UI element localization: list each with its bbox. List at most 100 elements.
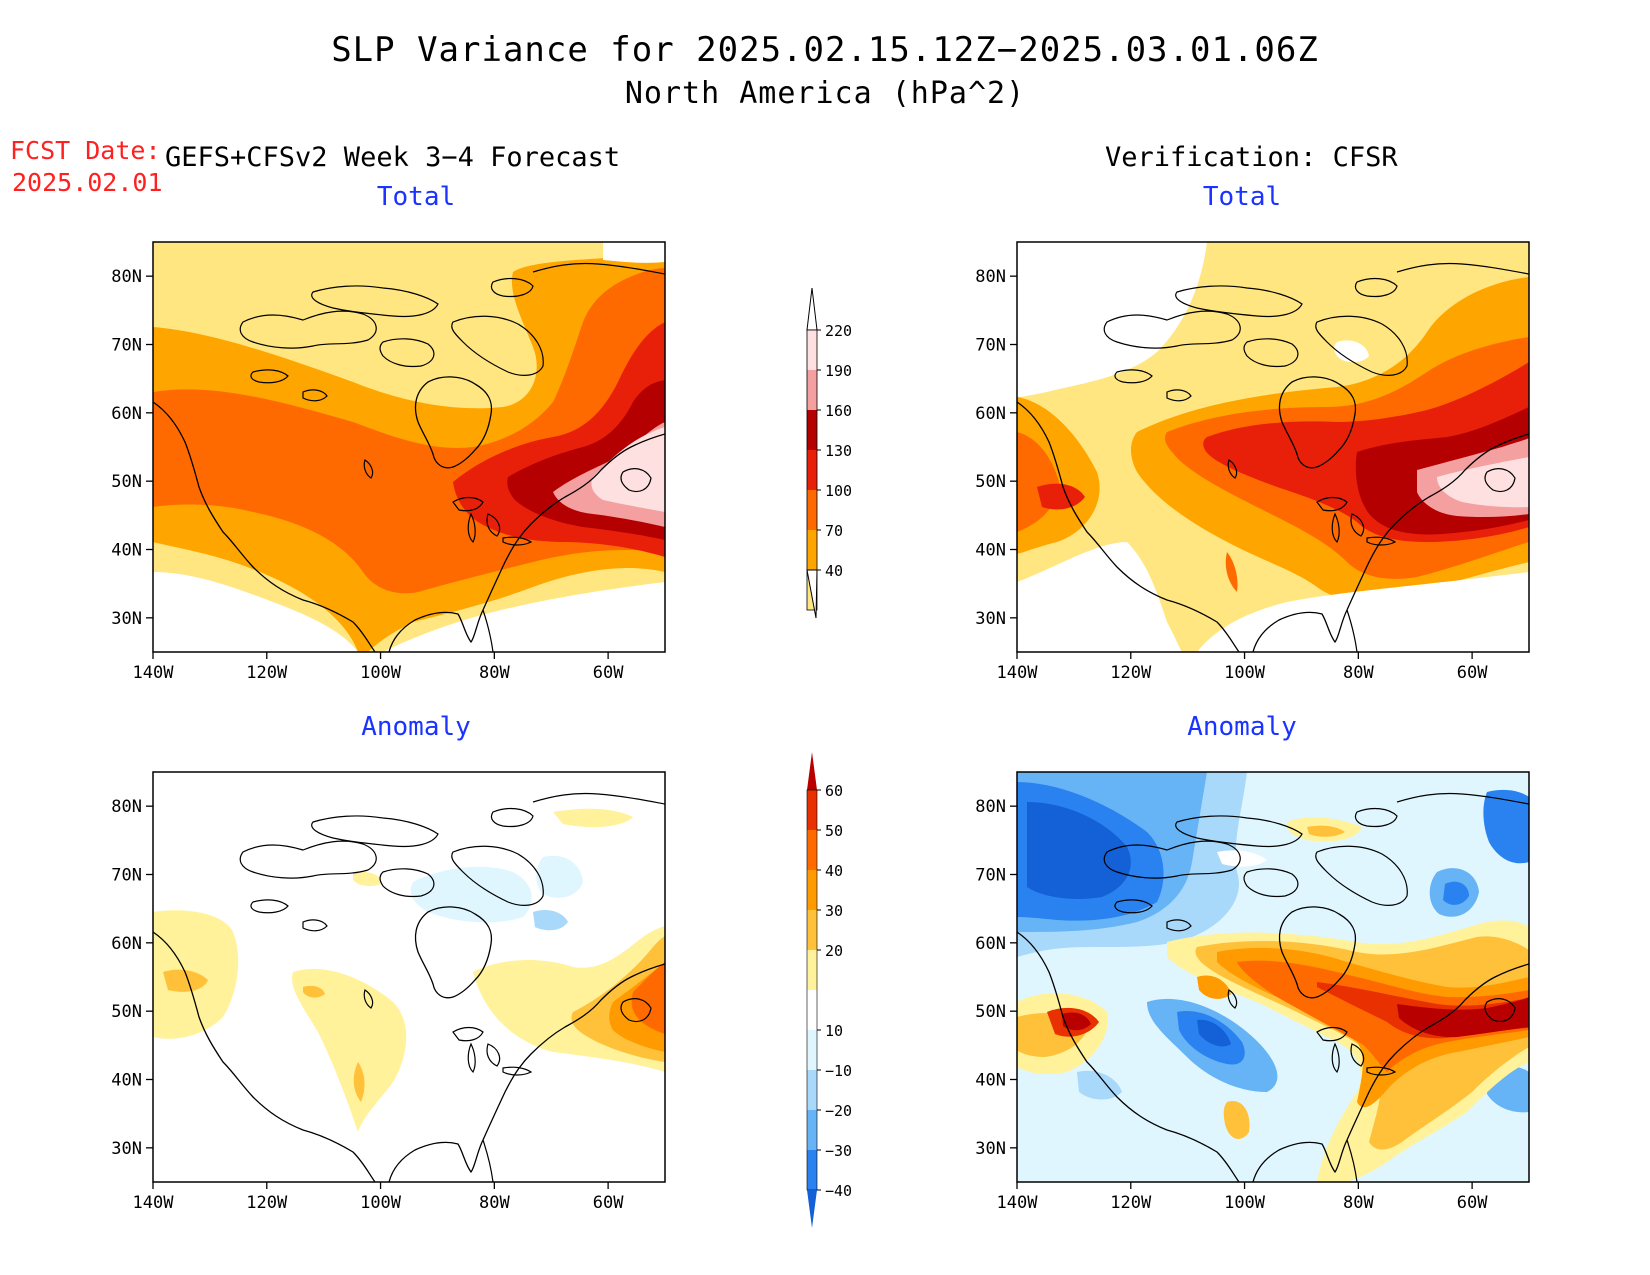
panel-title-verification-total: Total [1202,182,1282,212]
forecast-model: GEFS+CFSv2 Week 3−4 Forecast [165,142,621,173]
lat-tick-label: 70N [111,336,142,356]
lat-tick-label: 70N [111,866,142,886]
lat-tick-label: 60N [111,404,142,424]
lat-tick-label: 70N [975,866,1006,886]
lat-tick-label: 60N [975,934,1006,954]
colorbar-anomaly-label: 30 [825,902,843,920]
lat-tick-label: 80N [111,797,142,817]
colorbar-total-label: 100 [825,482,852,500]
colorbar-total-label: 70 [825,522,843,540]
panel-frame-c [152,771,666,1183]
colorbar-anomaly-bottom-arrow [807,1190,817,1228]
lon-tick-label: 120W [1110,1193,1152,1213]
lon-tick-label: 80W [479,663,510,683]
colorbar-total-bottom-arrow [806,569,818,619]
lon-tick-label: 140W [997,1193,1039,1213]
lat-tick-label: 80N [111,267,142,287]
colorbar-anomaly-label: −10 [825,1062,852,1080]
lon-tick-label: 80W [479,1193,510,1213]
lon-tick-label: 100W [1224,663,1266,683]
lon-tick-label: 140W [133,663,175,683]
lon-tick-label: 60W [1457,1193,1488,1213]
colorbar-anomaly-segment [807,870,817,910]
colorbar-anomaly-label: 10 [825,1022,843,1040]
colorbar-total-label: 220 [825,322,852,340]
panel-title-verification-anomaly: Anomaly [1187,712,1297,742]
lat-tick-label: 40N [975,541,1006,561]
lon-tick-label: 60W [1457,663,1488,683]
colorbar-anomaly-segment [807,1030,817,1070]
colorbar-anomaly-segment [807,1110,817,1150]
lon-tick-label: 60W [593,1193,624,1213]
colorbar-total-segment [807,490,817,530]
panel-verification-anomaly-field [1017,772,1529,1182]
sub-title: North America (hPa^2) [624,76,1026,111]
lat-tick-label: 40N [111,541,142,561]
colorbar-anomaly-segment [807,1150,817,1190]
panel-frame-b [1016,241,1530,653]
lon-tick-label: 120W [246,663,288,683]
lat-tick-label: 30N [975,609,1006,629]
lon-tick-label: 100W [1224,1193,1266,1213]
colorbar-total-segment [807,330,817,370]
colorbar-anomaly-label: −30 [825,1142,852,1160]
lat-tick-label: 50N [975,472,1006,492]
colorbar-anomaly: 60 50 40 30 20 10 −10 −20 −30 −40 [806,752,852,1228]
panel-title-forecast-anomaly: Anomaly [361,712,471,742]
lat-tick-label: 60N [111,934,142,954]
colorbar-total-label: 40 [825,562,843,580]
lat-tick-label: 40N [111,1071,142,1091]
colorbar-total-segment [807,410,817,450]
lat-tick-label: 80N [975,797,1006,817]
colorbar-total-label: 190 [825,362,852,380]
colorbar-anomaly-segment [807,1070,817,1110]
panel-forecast-anomaly-field [153,772,665,1182]
colorbar-anomaly-label: 20 [825,942,843,960]
forecast-date-label: FCST Date: [10,136,161,165]
lon-tick-label: 100W [360,663,402,683]
colorbar-total-segment [807,370,817,410]
colorbar-anomaly-segment [807,790,817,830]
colorbar-anomaly-segment [807,830,817,870]
lat-tick-label: 30N [975,1139,1006,1159]
colorbar-total-segment [807,530,817,570]
lat-tick-label: 70N [975,336,1006,356]
colorbar-total-label: 130 [825,442,852,460]
lat-tick-label: 30N [111,1139,142,1159]
colorbar-total-segment [807,450,817,490]
colorbar-total-label: 160 [825,402,852,420]
panel-frame-a [152,241,666,653]
lon-tick-label: 80W [1343,1193,1374,1213]
colorbar-anomaly-label: 50 [825,822,843,840]
forecast-date: 2025.02.01 [12,168,163,197]
colorbar-anomaly-label: −40 [825,1182,852,1200]
lon-tick-label: 120W [1110,663,1152,683]
lat-tick-label: 50N [975,1002,1006,1022]
lon-tick-label: 140W [133,1193,175,1213]
colorbar-anomaly-label: −20 [825,1102,852,1120]
panel-forecast-total-field [153,242,665,652]
lat-tick-label: 80N [975,267,1006,287]
lat-tick-label: 30N [111,609,142,629]
colorbar-anomaly-label: 40 [825,862,843,880]
lat-tick-label: 40N [975,1071,1006,1091]
panel-frame-d [1016,771,1530,1183]
colorbar-total: 220 190 160 130 100 70 40 [806,287,852,619]
colorbar-anomaly-segment [807,990,817,1030]
lat-tick-label: 50N [111,1002,142,1022]
panel-title-forecast-total: Total [376,182,456,212]
colorbar-total-top-arrow [806,287,818,331]
lon-tick-label: 80W [1343,663,1374,683]
verification-label: Verification: CFSR [1105,142,1398,173]
main-title: SLP Variance for 2025.02.15.12Z−2025.03.… [331,30,1319,70]
lon-tick-label: 140W [997,663,1039,683]
lat-tick-label: 60N [975,404,1006,424]
lon-tick-label: 100W [360,1193,402,1213]
colorbar-anomaly-segment [807,950,817,990]
panel-verification-total-field [1017,242,1529,652]
colorbar-anomaly-segment [807,910,817,950]
lon-tick-label: 60W [593,663,624,683]
axes-layer: 140W 120W 100W 80W 60W 80N 70N 60N 50N 40N 30N 140W… [111,267,1488,1213]
lon-tick-label: 120W [246,1193,288,1213]
